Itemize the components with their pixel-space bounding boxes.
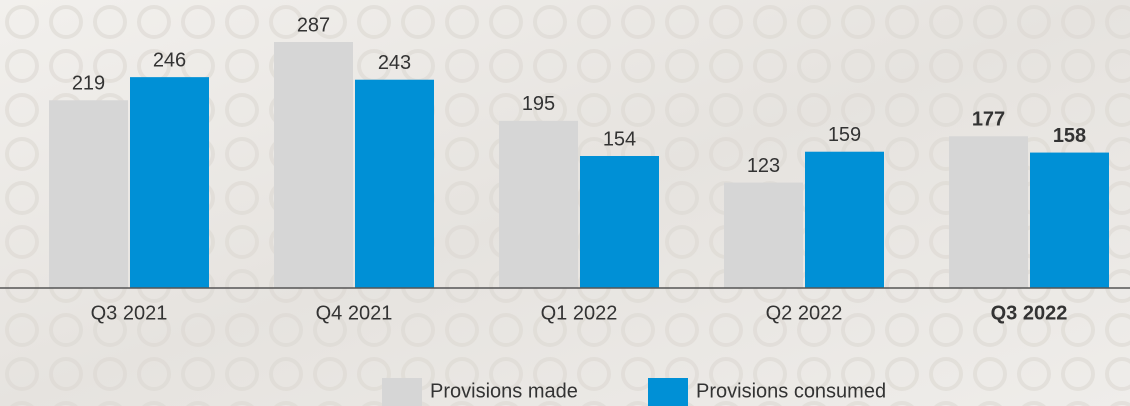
x-tick-label: Q3 2022 <box>991 302 1068 324</box>
x-tick-label: Q2 2022 <box>766 302 843 324</box>
bar <box>724 182 803 288</box>
bar <box>49 100 128 289</box>
bar <box>274 42 353 288</box>
bar <box>130 77 209 289</box>
bar <box>355 79 434 288</box>
legend-label: Provisions made <box>430 380 578 402</box>
value-label: 177 <box>972 109 1005 131</box>
value-label: 123 <box>747 155 780 177</box>
value-label: 195 <box>522 93 555 115</box>
x-tick-label: Q4 2021 <box>316 302 393 324</box>
value-label: 246 <box>153 49 186 71</box>
value-label: 287 <box>297 14 330 36</box>
value-label: 243 <box>378 52 411 74</box>
value-label: 154 <box>603 128 636 150</box>
bar <box>1030 152 1109 288</box>
bar <box>580 156 659 288</box>
x-tick-label: Q1 2022 <box>541 302 618 324</box>
bar <box>805 151 884 288</box>
value-label: 159 <box>828 124 861 146</box>
value-label: 219 <box>72 73 105 95</box>
value-label: 158 <box>1053 125 1086 147</box>
legend-swatch <box>648 378 688 406</box>
x-tick-label: Q3 2021 <box>91 302 168 324</box>
legend-label: Provisions consumed <box>696 380 886 402</box>
bar <box>949 136 1028 288</box>
legend-swatch <box>382 378 422 406</box>
bar <box>499 120 578 288</box>
